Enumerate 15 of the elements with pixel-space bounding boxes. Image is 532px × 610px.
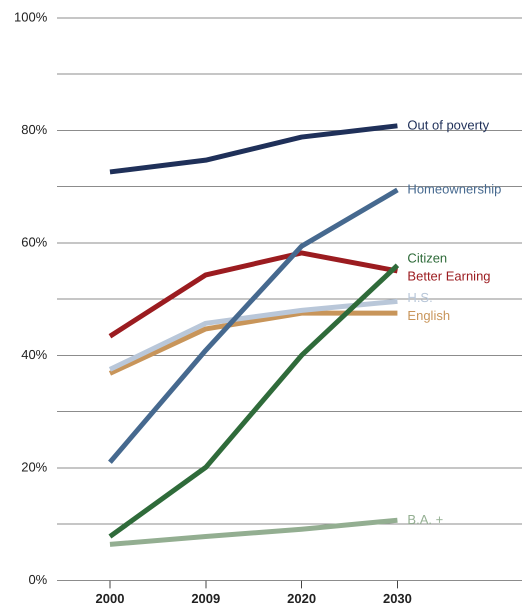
series-label: Citizen: [407, 250, 448, 266]
x-tick-label: 2020: [287, 590, 316, 606]
y-tick-label: 40%: [21, 346, 48, 362]
series-label: English: [407, 308, 450, 323]
series-label: B.A. +: [407, 512, 444, 527]
x-tick-label: 2009: [191, 590, 220, 606]
x-tick-label: 2000: [95, 590, 124, 606]
series-label: Better Earning: [407, 268, 491, 284]
series-label: Out of poverty: [407, 117, 490, 132]
x-tick-label: 2030: [382, 590, 412, 606]
y-tick-label: 60%: [21, 234, 48, 250]
y-tick-label: 0%: [28, 572, 48, 587]
y-tick-label: 100%: [14, 9, 48, 24]
y-tick-label: 20%: [21, 459, 48, 474]
y-tick-label: 80%: [21, 122, 48, 137]
